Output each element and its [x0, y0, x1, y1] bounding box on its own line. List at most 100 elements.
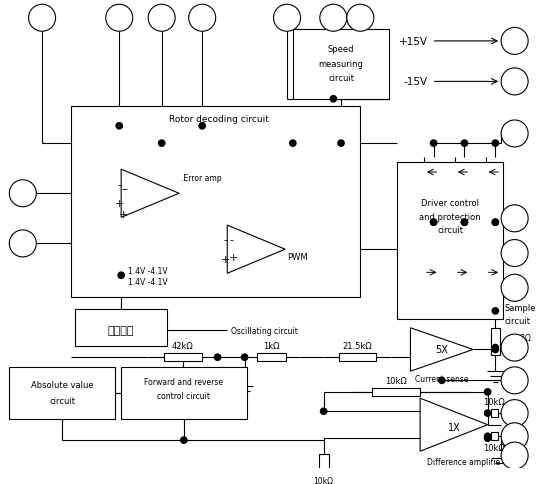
Text: 18: 18: [510, 249, 519, 258]
Circle shape: [213, 354, 222, 362]
Circle shape: [501, 400, 528, 427]
Text: 21.5kΩ: 21.5kΩ: [343, 341, 372, 350]
Circle shape: [106, 5, 133, 32]
Text: 0.03Ω: 0.03Ω: [509, 334, 532, 343]
Text: 1.4V -4.1V: 1.4V -4.1V: [128, 278, 168, 287]
Text: 4: 4: [40, 14, 45, 23]
Text: 20: 20: [510, 130, 519, 139]
Circle shape: [484, 409, 491, 417]
Bar: [490, 329, 500, 356]
Text: +: +: [229, 252, 239, 262]
Text: 10kΩ: 10kΩ: [314, 476, 334, 484]
Text: Current sense: Current sense: [415, 374, 468, 383]
Bar: [491, 334, 499, 349]
Text: Driver control: Driver control: [421, 199, 479, 208]
Circle shape: [115, 122, 123, 130]
Text: +: +: [115, 198, 124, 209]
Circle shape: [501, 442, 528, 469]
Text: 1X: 1X: [448, 422, 460, 432]
Text: -: -: [117, 179, 121, 189]
Text: 7: 7: [159, 14, 164, 23]
Text: Speed: Speed: [328, 45, 354, 54]
Circle shape: [484, 435, 491, 442]
Text: 15: 15: [282, 14, 292, 23]
Text: Difference amplifie: Difference amplifie: [427, 457, 500, 466]
Circle shape: [491, 219, 499, 227]
Text: .Error amp: .Error amp: [181, 174, 222, 183]
Circle shape: [501, 334, 528, 362]
Bar: [164, 354, 202, 362]
Text: 2: 2: [512, 78, 517, 87]
Text: 17: 17: [510, 214, 519, 224]
Text: 11: 11: [510, 451, 519, 460]
Bar: [339, 354, 376, 362]
Text: 5X: 5X: [435, 345, 448, 355]
Text: 16: 16: [510, 343, 519, 352]
Circle shape: [501, 29, 528, 55]
Text: -: -: [229, 235, 233, 245]
Text: and protection: and protection: [419, 212, 481, 222]
Circle shape: [28, 5, 56, 32]
Circle shape: [491, 219, 499, 227]
Text: 10kΩ: 10kΩ: [484, 443, 505, 453]
Circle shape: [461, 219, 468, 227]
Text: 14: 14: [18, 240, 28, 248]
Circle shape: [491, 344, 499, 352]
Circle shape: [491, 307, 499, 315]
Bar: [9, 367, 115, 419]
Text: -: -: [123, 184, 127, 194]
Bar: [293, 30, 389, 100]
Text: 1kΩ: 1kΩ: [263, 341, 280, 350]
Circle shape: [501, 240, 528, 267]
Circle shape: [501, 205, 528, 232]
Text: 6: 6: [117, 14, 122, 23]
Text: 9: 9: [512, 432, 517, 441]
Circle shape: [289, 140, 296, 148]
Circle shape: [430, 140, 437, 148]
Polygon shape: [420, 398, 488, 451]
Circle shape: [320, 5, 347, 32]
Text: 1: 1: [512, 37, 517, 46]
Text: 13: 13: [18, 189, 28, 198]
Text: 12: 12: [510, 376, 519, 385]
Circle shape: [347, 5, 374, 32]
Text: Oscillating circuit: Oscillating circuit: [231, 326, 298, 335]
Circle shape: [198, 122, 206, 130]
Text: PWM: PWM: [287, 253, 307, 262]
Circle shape: [180, 437, 188, 444]
Text: Absolute value: Absolute value: [31, 380, 94, 389]
Text: circuit: circuit: [328, 74, 354, 83]
Bar: [121, 367, 247, 419]
Circle shape: [491, 346, 499, 354]
Bar: [319, 454, 329, 473]
Circle shape: [484, 388, 491, 396]
Bar: [75, 309, 168, 346]
Text: 3: 3: [331, 14, 336, 23]
Text: 10kΩ: 10kΩ: [385, 376, 407, 385]
Text: -: -: [121, 184, 125, 194]
Text: 42kΩ: 42kΩ: [172, 341, 194, 350]
Text: -15V: -15V: [403, 77, 428, 87]
Circle shape: [501, 121, 528, 148]
Circle shape: [329, 96, 337, 104]
Text: 振荡电路: 振荡电路: [108, 326, 134, 335]
Text: 1.4V -4.1V: 1.4V -4.1V: [128, 266, 168, 275]
Circle shape: [117, 272, 125, 280]
Circle shape: [320, 408, 328, 415]
Polygon shape: [121, 170, 179, 218]
Text: +: +: [118, 210, 128, 220]
Bar: [491, 409, 498, 417]
Text: circuit: circuit: [49, 396, 75, 405]
Bar: [491, 433, 498, 440]
Circle shape: [501, 275, 528, 302]
Circle shape: [158, 140, 165, 148]
Circle shape: [9, 230, 36, 257]
Text: +: +: [221, 254, 230, 264]
Bar: [71, 107, 360, 298]
Bar: [257, 354, 287, 362]
Circle shape: [148, 5, 175, 32]
Polygon shape: [227, 226, 285, 274]
Circle shape: [491, 140, 499, 148]
Text: 8: 8: [200, 14, 205, 23]
Text: Forward and reverse: Forward and reverse: [144, 377, 223, 386]
